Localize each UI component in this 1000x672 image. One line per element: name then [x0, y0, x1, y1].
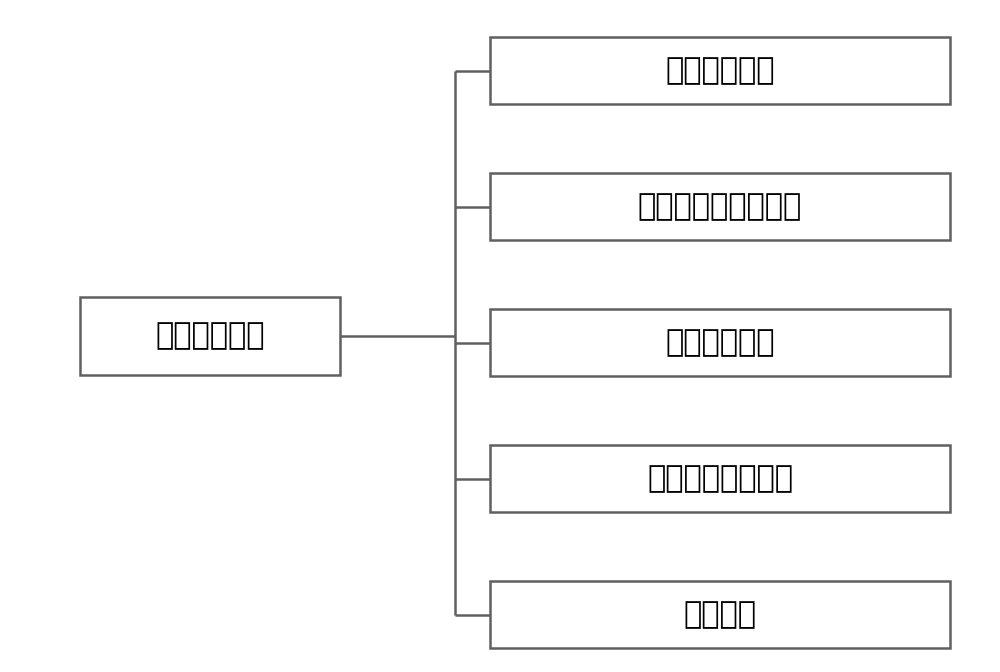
- FancyBboxPatch shape: [80, 297, 340, 375]
- Text: 干涉条纹数据显示: 干涉条纹数据显示: [647, 464, 793, 493]
- FancyBboxPatch shape: [490, 445, 950, 512]
- Text: 信息提示: 信息提示: [684, 600, 757, 630]
- FancyBboxPatch shape: [490, 309, 950, 376]
- Text: 干涉条纹获取: 干涉条纹获取: [665, 328, 775, 358]
- FancyBboxPatch shape: [490, 37, 950, 104]
- FancyBboxPatch shape: [490, 581, 950, 648]
- Text: 时序逻辑控制: 时序逻辑控制: [665, 56, 775, 85]
- Text: 实验配置加载与保存: 实验配置加载与保存: [638, 192, 802, 221]
- Text: 时序控制软件: 时序控制软件: [155, 321, 265, 351]
- FancyBboxPatch shape: [490, 173, 950, 241]
